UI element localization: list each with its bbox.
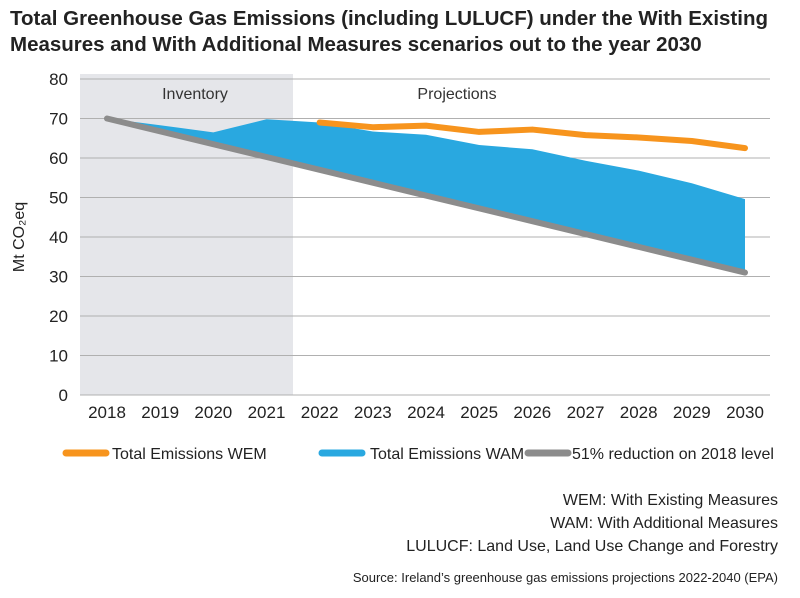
x-tick-label: 2027 [567,403,605,422]
y-tick-label: 40 [49,228,68,247]
x-tick-label: 2024 [407,403,445,422]
y-axis-label: Mt CO₂eq [11,202,28,272]
x-tick-label: 2021 [248,403,286,422]
y-tick-label: 80 [49,70,68,89]
note-lulucf: LULUCF: Land Use, Land Use Change and Fo… [406,538,778,555]
y-tick-label: 20 [49,307,68,326]
region-label-projections: Projections [417,86,496,103]
y-tick-label: 60 [49,149,68,168]
legend-label: Total Emissions WEM [112,446,267,463]
legend-label: 51% reduction on 2018 level [572,446,774,463]
chart-title: Total Greenhouse Gas Emissions (includin… [10,7,768,56]
region-label-inventory: Inventory [162,86,228,103]
y-tick-label: 10 [49,347,68,366]
y-tick-label: 30 [49,268,68,287]
x-tick-label: 2026 [513,403,551,422]
y-tick-label: 0 [59,386,68,405]
x-tick-label: 2028 [620,403,658,422]
y-tick-label: 70 [49,110,68,129]
x-tick-label: 2025 [460,403,498,422]
x-tick-label: 2019 [141,403,179,422]
x-tick-label: 2020 [194,403,232,422]
source-note: Source: Ireland’s greenhouse gas emissio… [352,570,778,585]
note-wem: WEM: With Existing Measures [562,492,778,509]
legend-label: Total Emissions WAM [370,446,524,463]
x-tick-label: 2022 [301,403,339,422]
series-line-reduction [104,115,748,276]
x-tick-label: 2029 [673,403,711,422]
note-wam: WAM: With Additional Measures [550,515,778,532]
x-tick-label: 2030 [726,403,764,422]
series-line-wem [316,119,748,152]
y-tick-label: 50 [49,189,68,208]
x-tick-label: 2018 [88,403,126,422]
x-tick-label: 2023 [354,403,392,422]
